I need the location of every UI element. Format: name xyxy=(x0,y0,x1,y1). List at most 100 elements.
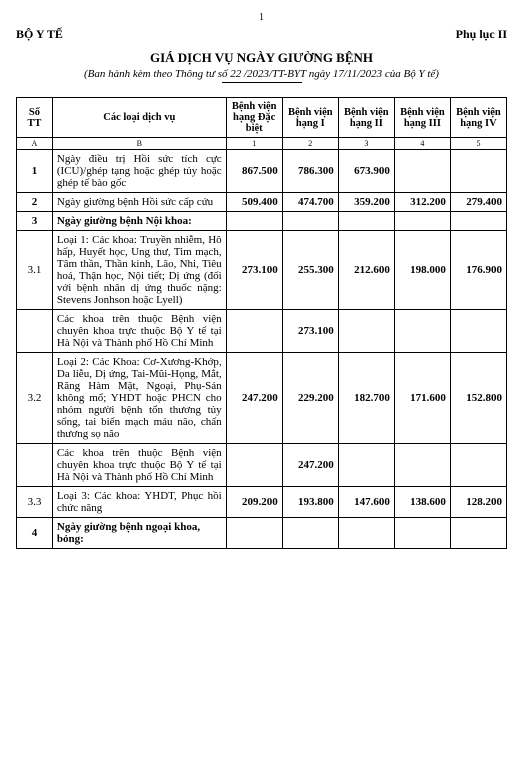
table-row: 3Ngày giường bệnh Nội khoa: xyxy=(17,212,507,231)
cell-value: 255.300 xyxy=(282,231,338,310)
cell-value xyxy=(338,518,394,549)
header-left: BỘ Y TẾ xyxy=(16,27,63,42)
cell-value: 247.200 xyxy=(226,353,282,444)
cell-desc: Loại 3: Các khoa: YHDT, Phục hồi chức nă… xyxy=(52,487,226,518)
col-stt: Số TT xyxy=(17,98,53,138)
table-label-row: A B 1 2 3 4 5 xyxy=(17,138,507,150)
cell-desc: Loại 2: Các Khoa: Cơ-Xương-Khớp, Da liễu… xyxy=(52,353,226,444)
table-body: 1Ngày điều trị Hồi sức tích cực (ICU)/gh… xyxy=(17,150,507,549)
lbl-a: A xyxy=(17,138,53,150)
cell-value xyxy=(282,518,338,549)
cell-value xyxy=(226,444,282,487)
cell-value xyxy=(394,310,450,353)
cell-value: 209.200 xyxy=(226,487,282,518)
cell-value xyxy=(450,518,506,549)
title-underline xyxy=(222,82,302,83)
cell-value xyxy=(394,150,450,193)
table-row: Các khoa trên thuộc Bệnh viện chuyên kho… xyxy=(17,310,507,353)
cell-value xyxy=(394,212,450,231)
cell-value xyxy=(338,444,394,487)
cell-value: 474.700 xyxy=(282,193,338,212)
col-db: Bệnh viện hạng Đặc biệt xyxy=(226,98,282,138)
header-right: Phụ lục II xyxy=(456,27,507,42)
table-header-row: Số TT Các loại dịch vụ Bệnh viện hạng Đặ… xyxy=(17,98,507,138)
lbl-2: 2 xyxy=(282,138,338,150)
cell-value xyxy=(394,518,450,549)
cell-value xyxy=(450,150,506,193)
col-h2: Bệnh viện hạng II xyxy=(338,98,394,138)
cell-desc: Loại 1: Các khoa: Truyền nhiễm, Hô hấp, … xyxy=(52,231,226,310)
lbl-b: B xyxy=(52,138,226,150)
table-row: 1Ngày điều trị Hồi sức tích cực (ICU)/gh… xyxy=(17,150,507,193)
doc-subtitle: (Ban hành kèm theo Thông tư số 22 /2023/… xyxy=(16,68,507,80)
cell-value: 867.500 xyxy=(226,150,282,193)
cell-desc: Ngày giường bệnh ngoại khoa, bỏng: xyxy=(52,518,226,549)
cell-value: 171.600 xyxy=(394,353,450,444)
cell-value: 279.400 xyxy=(450,193,506,212)
cell-value xyxy=(226,310,282,353)
page-number: 1 xyxy=(16,12,507,23)
cell-stt: 3.2 xyxy=(17,353,53,444)
cell-value: 673.900 xyxy=(338,150,394,193)
sub-num: 22 xyxy=(230,68,241,80)
col-service: Các loại dịch vụ xyxy=(52,98,226,138)
price-table: Số TT Các loại dịch vụ Bệnh viện hạng Đặ… xyxy=(16,97,507,549)
cell-stt: 3.1 xyxy=(17,231,53,310)
cell-value xyxy=(450,444,506,487)
cell-desc: Các khoa trên thuộc Bệnh viện chuyên kho… xyxy=(52,310,226,353)
cell-desc: Ngày điều trị Hồi sức tích cực (ICU)/ghé… xyxy=(52,150,226,193)
cell-value xyxy=(394,444,450,487)
cell-stt: 1 xyxy=(17,150,53,193)
table-row: 3.3Loại 3: Các khoa: YHDT, Phục hồi chức… xyxy=(17,487,507,518)
cell-value: 273.100 xyxy=(226,231,282,310)
cell-value: 128.200 xyxy=(450,487,506,518)
cell-desc: Ngày giường bệnh Hồi sức cấp cứu xyxy=(52,193,226,212)
table-row: 3.2Loại 2: Các Khoa: Cơ-Xương-Khớp, Da l… xyxy=(17,353,507,444)
table-row: Các khoa trên thuộc Bệnh viện chuyên kho… xyxy=(17,444,507,487)
lbl-3: 3 xyxy=(338,138,394,150)
cell-value xyxy=(450,212,506,231)
table-row: 3.1Loại 1: Các khoa: Truyền nhiễm, Hô hấ… xyxy=(17,231,507,310)
cell-value xyxy=(226,212,282,231)
cell-value: 182.700 xyxy=(338,353,394,444)
cell-value: 509.400 xyxy=(226,193,282,212)
cell-value: 273.100 xyxy=(282,310,338,353)
cell-value: 147.600 xyxy=(338,487,394,518)
cell-value: 786.300 xyxy=(282,150,338,193)
lbl-4: 4 xyxy=(394,138,450,150)
cell-value: 312.200 xyxy=(394,193,450,212)
col-h4: Bệnh viện hạng IV xyxy=(450,98,506,138)
table-row: 4Ngày giường bệnh ngoại khoa, bỏng: xyxy=(17,518,507,549)
cell-stt: 3.3 xyxy=(17,487,53,518)
cell-value: 359.200 xyxy=(338,193,394,212)
cell-value: 247.200 xyxy=(282,444,338,487)
cell-stt: 3 xyxy=(17,212,53,231)
cell-value xyxy=(226,518,282,549)
sub-mid: /2023/TT-BYT ngày xyxy=(241,68,333,80)
cell-value: 193.800 xyxy=(282,487,338,518)
sub-suffix: của Bộ Y tế) xyxy=(382,68,439,80)
lbl-5: 5 xyxy=(450,138,506,150)
col-h3: Bệnh viện hạng III xyxy=(394,98,450,138)
cell-stt xyxy=(17,444,53,487)
cell-value: 229.200 xyxy=(282,353,338,444)
col-h1: Bệnh viện hạng I xyxy=(282,98,338,138)
sub-date: 17/11/2023 xyxy=(333,68,382,80)
cell-value xyxy=(338,212,394,231)
table-row: 2Ngày giường bệnh Hồi sức cấp cứu509.400… xyxy=(17,193,507,212)
cell-value: 212.600 xyxy=(338,231,394,310)
header-row: BỘ Y TẾ Phụ lục II xyxy=(16,27,507,42)
cell-value: 138.600 xyxy=(394,487,450,518)
cell-stt xyxy=(17,310,53,353)
cell-value: 152.800 xyxy=(450,353,506,444)
lbl-1: 1 xyxy=(226,138,282,150)
cell-desc: Ngày giường bệnh Nội khoa: xyxy=(52,212,226,231)
cell-value xyxy=(338,310,394,353)
cell-value xyxy=(282,212,338,231)
doc-title: GIÁ DỊCH VỤ NGÀY GIƯỜNG BỆNH xyxy=(16,50,507,66)
cell-value xyxy=(450,310,506,353)
cell-value: 176.900 xyxy=(450,231,506,310)
cell-stt: 2 xyxy=(17,193,53,212)
cell-stt: 4 xyxy=(17,518,53,549)
cell-value: 198.000 xyxy=(394,231,450,310)
